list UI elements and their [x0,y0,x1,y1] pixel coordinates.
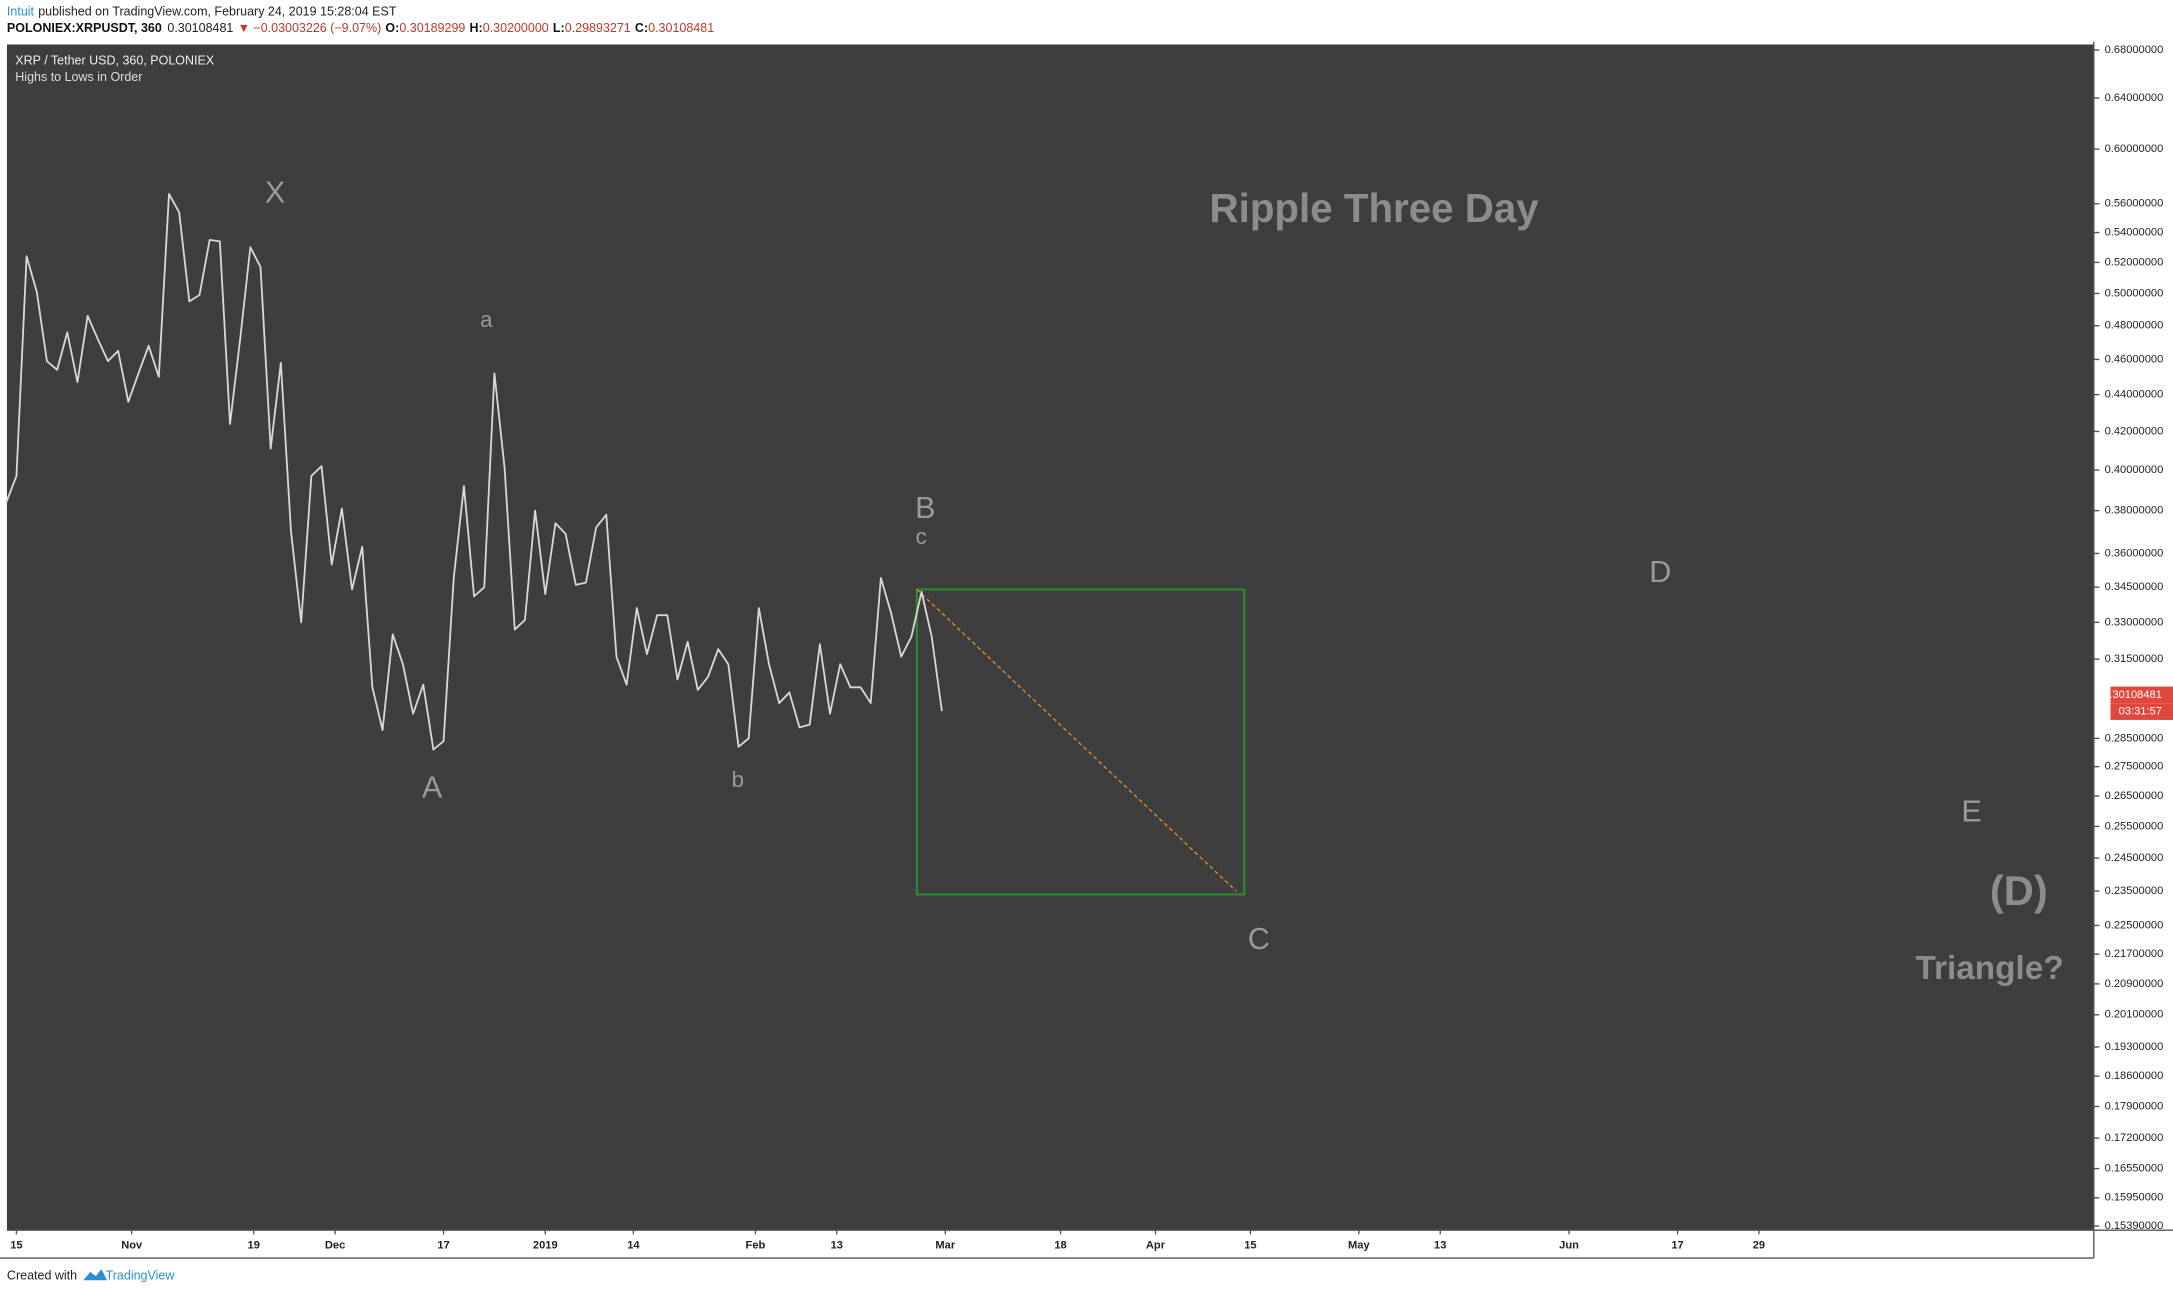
chart-title: XRP / Tether USD, 360, POLONIEX [15,53,215,67]
y-tick-label: 0.25500000 [2105,820,2164,832]
y-tick-label: 0.33000000 [2105,616,2164,628]
x-tick-label: 13 [1434,1239,1446,1251]
y-tick-label: 0.16550000 [2105,1163,2164,1175]
brand-logo [83,1269,107,1281]
x-tick-label: 18 [1054,1239,1066,1251]
wave-label: C [1248,922,1270,956]
symbol: POLONIEX:XRPUSDT, 360 [7,21,162,35]
brand[interactable]: TradingView [106,1268,176,1282]
wave-label: X [265,176,285,210]
last-price-box [2110,686,2173,704]
y-tick-label: 0.15390000 [2105,1220,2164,1232]
y-tick-label: 0.27500000 [2105,761,2164,773]
x-tick-label: Dec [325,1239,345,1251]
y-tick-label: 0.56000000 [2105,198,2164,210]
wave-label: B [915,491,935,525]
y-tick-label: 0.46000000 [2105,353,2164,365]
x-tick-label: Jun [1559,1239,1579,1251]
y-tick-label: 0.24500000 [2105,852,2164,864]
y-tick-label: 0.44000000 [2105,389,2164,401]
y-tick-label: 0.19300000 [2105,1041,2164,1053]
x-tick-label: May [1348,1239,1370,1251]
box [915,588,1246,896]
x-tick-label: 29 [1753,1239,1765,1251]
price-line [5,192,943,751]
y-tick-label: 0.20900000 [2105,978,2164,990]
ohlc-label: H: [470,21,483,35]
x-tick-label: Mar [935,1239,955,1251]
header-line: Intuit published on TradingView.com, Febr… [7,5,397,19]
y-tick-label: 0.18600000 [2105,1070,2164,1082]
y-tick-label: 0.42000000 [2105,425,2164,437]
y-tick-label: 0.15950000 [2105,1192,2164,1204]
symbol-line: POLONIEX:XRPUSDT, 360 0.30108481 ▼ −0.0300… [7,21,714,35]
y-tick-label: 0.31500000 [2105,653,2164,665]
x-tick-label: 2019 [533,1239,558,1251]
y-tick-label: 0.60000000 [2105,143,2164,155]
y-tick-label: 0.40000000 [2105,464,2164,476]
x-tick-label: 15 [10,1239,22,1251]
change: ▼ −0.03003226 (−9.07%) [238,21,382,35]
y-tick-label: 0.50000000 [2105,287,2164,299]
x-tick-label: 14 [627,1239,640,1251]
wave-label: b [732,767,744,792]
x-tick-label: 17 [1671,1239,1683,1251]
y-tick-label: 0.48000000 [2105,320,2164,332]
y-tick-label: 0.22500000 [2105,919,2164,931]
y-tick-label: 0.21700000 [2105,948,2164,960]
y-tick-label: 0.54000000 [2105,226,2164,238]
wave-label: c [916,524,927,549]
countdown-label: 03:31:57 [2119,706,2162,718]
footer-text: Created with [7,1268,77,1282]
ohlc-label: C: [635,21,648,35]
ohlc-label: O: [385,21,399,35]
wave-label: E [1961,794,1981,828]
countdown-box [2110,703,2173,720]
wave-label: (D) [1990,867,2048,914]
ohlc-label: L: [553,21,565,35]
published: published on TradingView.com, February 2… [38,5,397,19]
x-tick-label: 13 [831,1239,843,1251]
x-tick-label: 19 [248,1239,260,1251]
ohlc-value: 0.30200000 [483,21,549,35]
y-tick-label: 0.17200000 [2105,1132,2164,1144]
wave-label: A [422,771,443,805]
x-tick-label: Feb [746,1239,766,1251]
wave-label: D [1649,555,1671,589]
chart-subtitle: Highs to Lows in Order [15,70,142,84]
ohlc-value: 0.30108481 [648,21,714,35]
x-tick-label: 17 [437,1239,449,1251]
wave-label: Triangle? [1916,950,2064,987]
y-tick-label: 0.36000000 [2105,547,2164,559]
y-tick-label: 0.28500000 [2105,732,2164,744]
y-tick-label: 0.26500000 [2105,790,2164,802]
wave-label: a [480,307,493,332]
y-tick-label: 0.17900000 [2105,1100,2164,1112]
price: 0.30108481 [167,21,233,35]
x-tick-label: Nov [121,1239,143,1251]
y-tick-label: 0.20100000 [2105,1009,2164,1021]
publisher[interactable]: Intuit [7,5,35,19]
last-price-label: 0.30108481 [2103,689,2162,701]
y-tick-label: 0.38000000 [2105,505,2164,517]
x-tick-label: Apr [1146,1239,1166,1251]
y-tick-label: 0.23500000 [2105,885,2164,897]
trend-line [916,588,1237,892]
headline: Ripple Three Day [1210,186,1540,231]
y-tick-label: 0.64000000 [2105,92,2164,104]
y-tick-label: 0.52000000 [2105,256,2164,268]
y-tick-label: 0.34500000 [2105,581,2164,593]
ohlc-value: 0.29893271 [565,21,631,35]
ohlc-value: 0.30189299 [399,21,465,35]
x-tick-label: 15 [1244,1239,1256,1251]
y-tick-label: 0.68000000 [2105,44,2164,56]
plot-area [6,44,2094,1231]
